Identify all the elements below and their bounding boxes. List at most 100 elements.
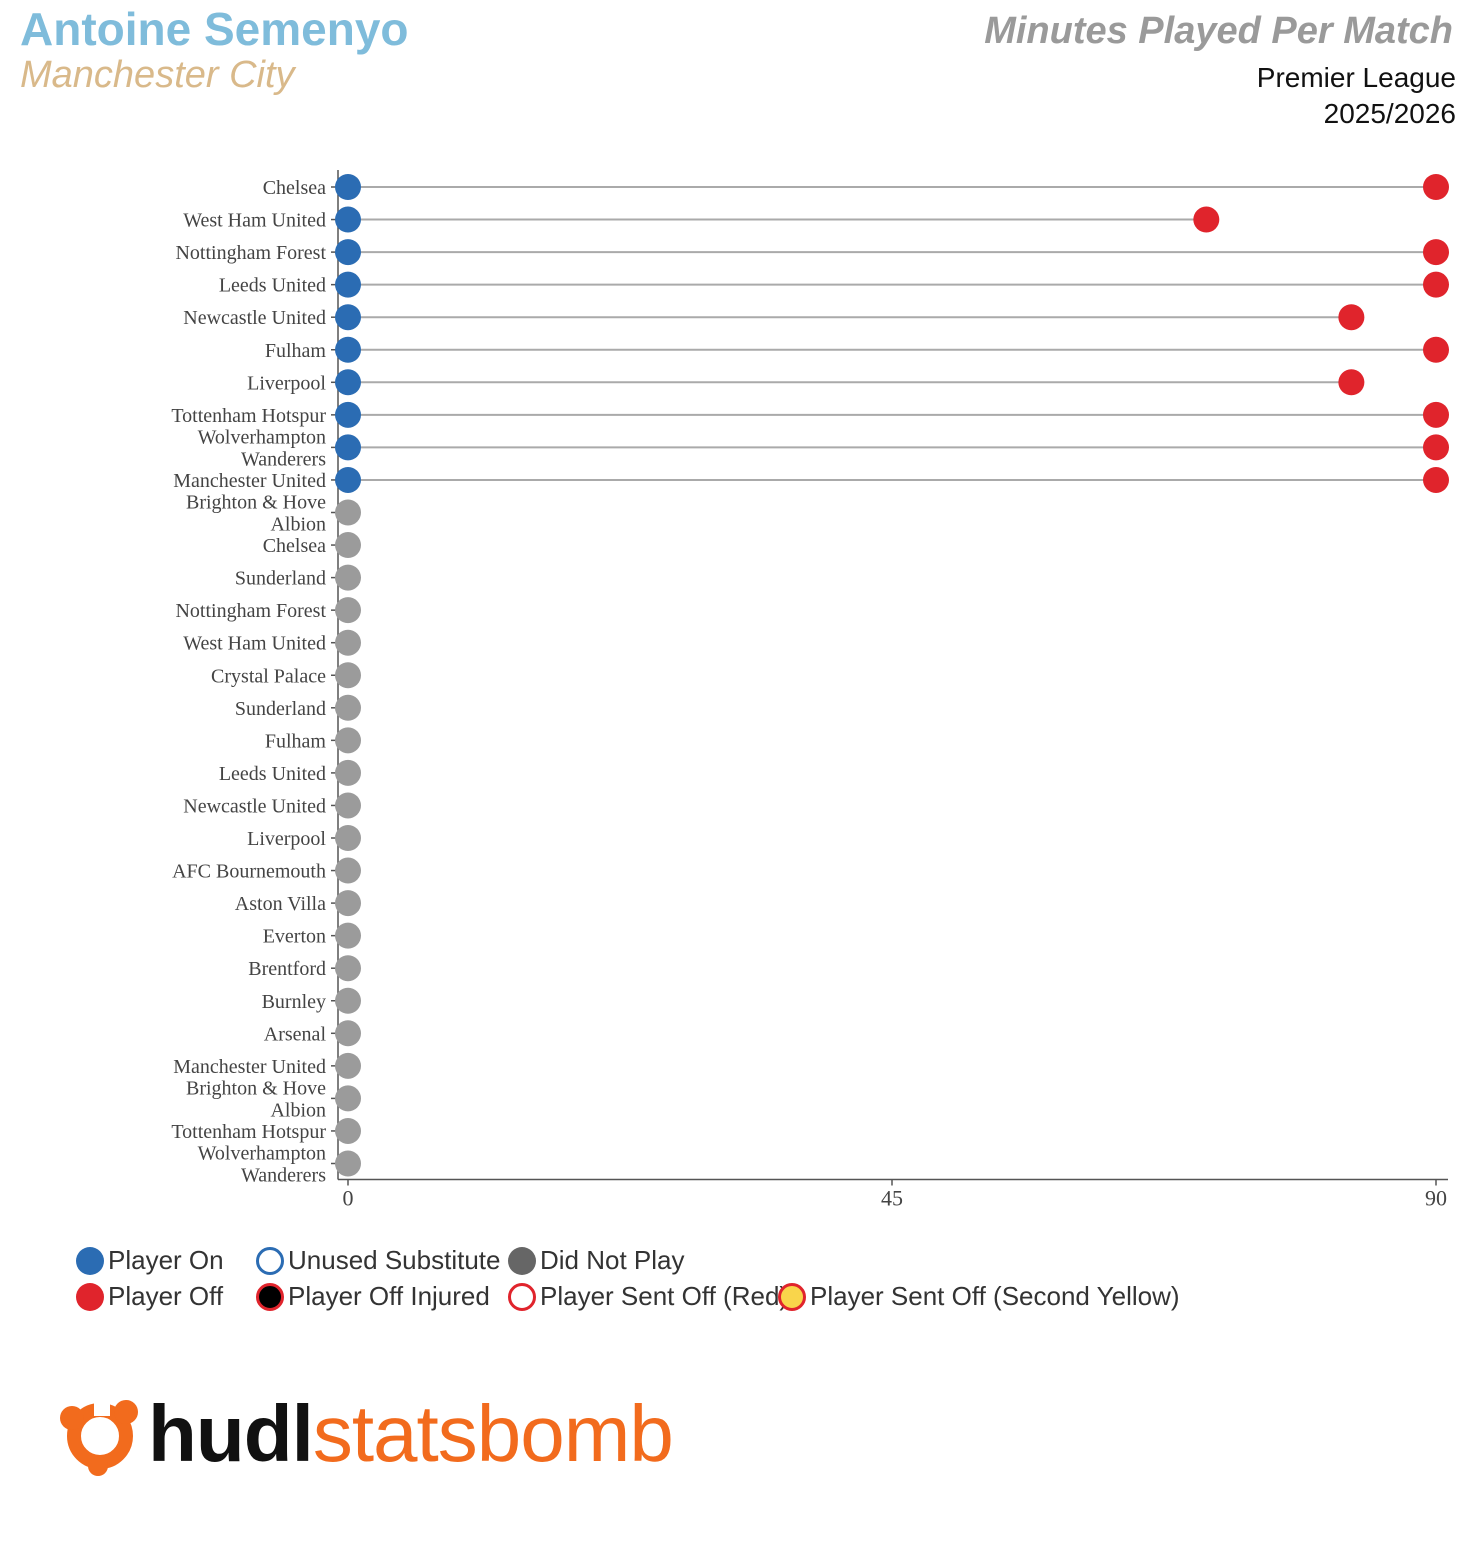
statsbomb-logo-icon	[60, 1400, 138, 1476]
y-axis-label: Aston Villa	[235, 893, 326, 915]
legend-player-on: Player On	[76, 1245, 224, 1276]
player-off-point	[1423, 336, 1449, 363]
hudl-statsbomb-logo: hudl statsbomb	[58, 1389, 674, 1478]
legend-player-off: Player Off	[76, 1281, 223, 1312]
did-not-play-point	[335, 1085, 361, 1112]
y-axis-label-line: Wolverhampton	[198, 426, 326, 448]
y-axis-label: Liverpool	[247, 828, 326, 850]
y-axis-label: Chelsea	[263, 177, 326, 199]
player-on-point	[335, 206, 361, 233]
did-not-play-point	[335, 564, 361, 591]
y-axis-label: Fulham	[265, 340, 327, 362]
player-off-point	[1423, 239, 1449, 266]
y-axis-label: Nottingham Forest	[175, 600, 326, 622]
player-on-point	[335, 401, 361, 428]
y-axis-label: Sunderland	[235, 698, 326, 720]
did-not-play-point	[335, 1150, 361, 1177]
y-axis-label: Brighton & Hove Albion	[186, 492, 326, 536]
did-not-play-point	[335, 890, 361, 917]
did-not-play-point	[335, 662, 361, 689]
y-axis-label: West Ham United	[183, 633, 326, 655]
y-axis-label-line: Wanderers	[241, 1165, 326, 1187]
y-axis-label: Tottenham Hotspur	[171, 1121, 326, 1143]
legend-player-on-label: Player On	[108, 1245, 224, 1275]
y-axis-label-line: Brighton & Hove	[186, 492, 326, 514]
legend-player-sent-off-red-marker	[508, 1282, 536, 1311]
legend-unused-substitute-label: Unused Substitute	[288, 1245, 501, 1275]
logo-statsbomb-text: statsbomb	[312, 1389, 674, 1478]
did-not-play-point	[335, 1020, 361, 1047]
player-off-point	[1423, 401, 1449, 428]
legend-player-off-label: Player Off	[108, 1281, 224, 1311]
legend-player-off-injured: Player Off Injured	[256, 1281, 490, 1312]
legend-player-on-marker	[76, 1246, 104, 1275]
did-not-play-point	[335, 727, 361, 754]
did-not-play-point	[335, 532, 361, 559]
y-axis-label: West Ham United	[183, 210, 326, 232]
did-not-play-point	[335, 1117, 361, 1144]
y-axis-label: Chelsea	[263, 535, 326, 557]
did-not-play-point	[335, 857, 361, 884]
y-axis-label: Liverpool	[247, 372, 326, 394]
did-not-play-point	[335, 1052, 361, 1079]
y-axis-label-line: Wanderers	[241, 448, 326, 470]
y-axis-label: AFC Bournemouth	[172, 861, 326, 883]
player-off-point	[1423, 271, 1449, 298]
y-axis-label-line: Brighton & Hove	[186, 1077, 326, 1099]
player-off-point	[1423, 466, 1449, 493]
player-on-point	[335, 174, 361, 200]
legend-player-sent-off-red-label: Player Sent Off (Red)	[540, 1281, 789, 1311]
y-axis-label: Wolverhampton Wanderers	[198, 426, 327, 470]
legend-player-sent-off-second-yellow: Player Sent Off (Second Yellow)	[778, 1281, 1180, 1312]
player-off-point	[1193, 206, 1220, 233]
player-off-point	[1338, 369, 1365, 396]
legend-player-sent-off-red: Player Sent Off (Red)	[508, 1281, 788, 1312]
did-not-play-point	[335, 792, 361, 819]
x-axis-tick-label: 90	[1425, 1186, 1447, 1211]
y-axis-label: Fulham	[265, 730, 327, 752]
legend-did-not-play: Did Not Play	[508, 1245, 685, 1276]
y-axis-label: Nottingham Forest	[175, 242, 326, 264]
legend-player-sent-off-second-yellow-label: Player Sent Off (Second Yellow)	[810, 1281, 1180, 1311]
legend-player-off-injured-label: Player Off Injured	[288, 1281, 490, 1311]
did-not-play-point	[335, 694, 361, 721]
did-not-play-point	[335, 499, 361, 526]
legend-unused-substitute: Unused Substitute	[256, 1245, 500, 1276]
player-on-point	[335, 271, 361, 298]
did-not-play-point	[335, 922, 361, 949]
minutes-chart: 0 45 90 Chelsea West Ham United Nottingham Fo…	[171, 170, 1449, 1211]
y-axis-label: Leeds United	[219, 275, 326, 297]
y-axis-label-line: Albion	[270, 514, 326, 536]
y-axis-label: Burnley	[262, 991, 326, 1013]
y-axis-label: Arsenal	[264, 1023, 327, 1045]
y-axis-label: Newcastle United	[183, 795, 326, 817]
y-axis-label: Manchester United	[173, 1056, 326, 1078]
did-not-play-point	[335, 955, 361, 982]
legend-player-sent-off-second-yellow-marker	[778, 1282, 806, 1311]
y-axis-label: Leeds United	[219, 763, 326, 785]
y-axis-label: Crystal Palace	[211, 665, 326, 687]
legend-did-not-play-label: Did Not Play	[540, 1245, 685, 1275]
player-on-point	[335, 466, 361, 493]
y-axis-label: Manchester United	[173, 470, 326, 492]
legend-did-not-play-marker	[508, 1246, 536, 1275]
player-on-point	[335, 239, 361, 266]
did-not-play-point	[335, 597, 361, 624]
y-axis-label: Sunderland	[235, 568, 326, 590]
y-axis-label: Everton	[263, 926, 326, 948]
player-off-point	[1423, 434, 1449, 461]
y-axis-label: Brighton & Hove Albion	[186, 1077, 326, 1121]
y-axis-label-line: Albion	[270, 1099, 326, 1121]
legend-unused-substitute-marker	[256, 1246, 284, 1275]
did-not-play-point	[335, 759, 361, 786]
team-name: Manchester City	[20, 54, 295, 96]
did-not-play-point	[335, 629, 361, 656]
season-label: 2025/2026	[1323, 98, 1456, 129]
y-axis-label: Wolverhampton Wanderers	[198, 1143, 327, 1187]
y-axis-label: Brentford	[248, 958, 326, 980]
competition-label: Premier League	[1256, 62, 1456, 93]
player-on-point	[335, 336, 361, 363]
player-off-point	[1338, 304, 1365, 331]
legend-player-off-marker	[76, 1282, 104, 1311]
y-axis-label: Newcastle United	[183, 307, 326, 329]
